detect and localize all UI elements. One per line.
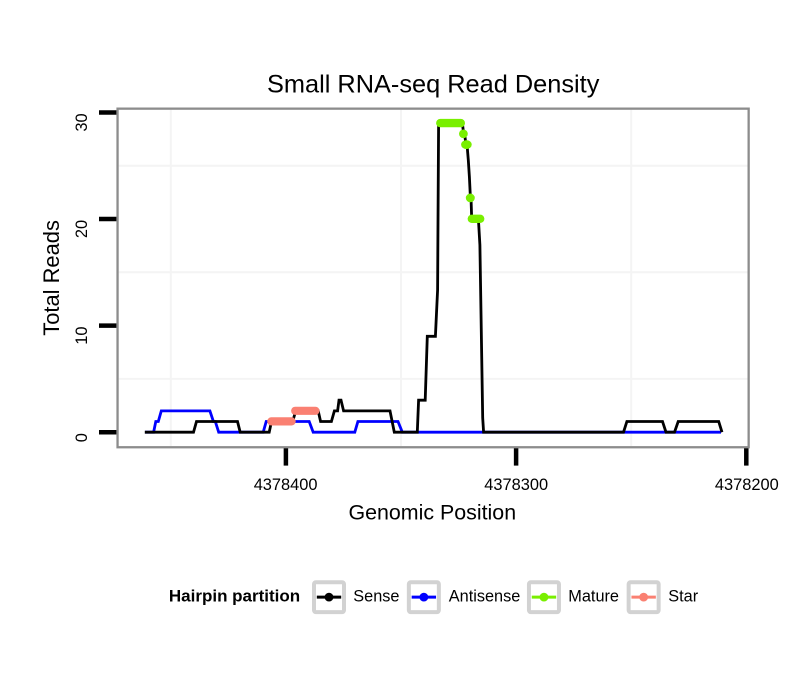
svg-text:4378400: 4378400	[254, 476, 318, 494]
svg-text:Genomic Position: Genomic Position	[348, 500, 516, 524]
svg-text:Small RNA-seq Read Density: Small RNA-seq Read Density	[267, 71, 600, 99]
svg-text:Mature: Mature	[568, 587, 619, 605]
svg-text:Sense: Sense	[353, 587, 399, 605]
svg-text:Star: Star	[668, 587, 698, 605]
svg-text:Antisense: Antisense	[449, 587, 521, 605]
svg-text:10: 10	[73, 327, 91, 345]
svg-text:30: 30	[73, 113, 91, 131]
svg-text:Hairpin partition: Hairpin partition	[169, 587, 300, 606]
svg-text:0: 0	[73, 433, 91, 442]
svg-text:20: 20	[73, 220, 91, 238]
svg-text:Total Reads: Total Reads	[39, 220, 64, 336]
svg-text:4378200: 4378200	[715, 476, 779, 494]
svg-text:4378300: 4378300	[484, 476, 548, 494]
